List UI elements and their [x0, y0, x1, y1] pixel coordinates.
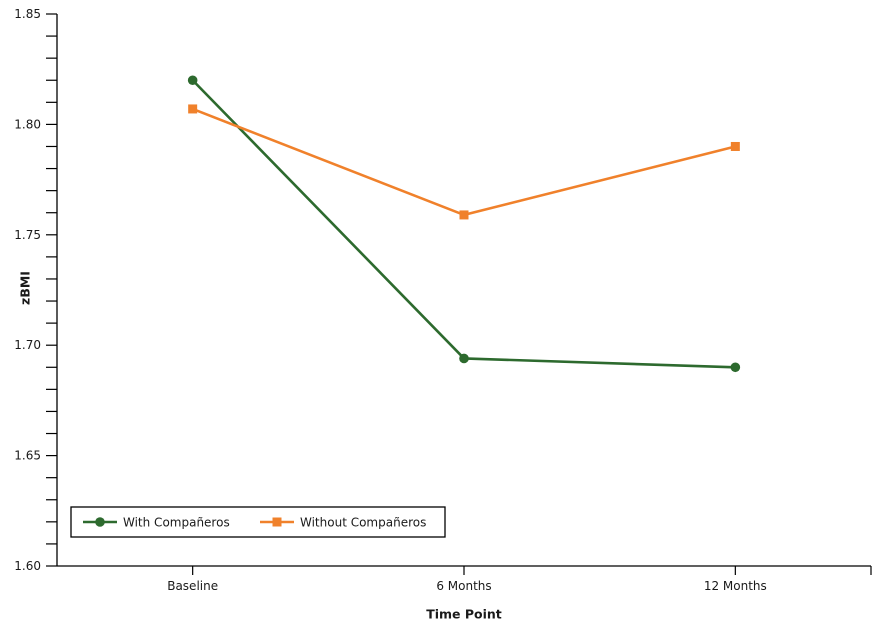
legend-marker-square-icon	[272, 517, 282, 527]
series-line-0	[191, 79, 736, 369]
data-point-circle	[459, 353, 469, 364]
legend-marker-circle-icon	[95, 517, 105, 527]
y-tick-label: 1.60	[14, 559, 41, 573]
legend-label: Without Compañeros	[300, 516, 426, 530]
y-tick-label: 1.75	[14, 228, 41, 242]
y-tick-label: 1.80	[14, 117, 41, 131]
x-tick-label: Baseline	[167, 579, 218, 593]
y-tick-label: 1.70	[14, 338, 41, 352]
data-point-circle	[187, 75, 198, 86]
legend-box	[70, 506, 446, 538]
data-point-circle	[730, 362, 741, 373]
data-point-square	[730, 141, 740, 151]
y-tick-label: 1.85	[14, 7, 41, 21]
x-axis-title: Time Point	[426, 606, 502, 622]
x-tick-label: 6 Months	[436, 579, 491, 593]
legend-label: With Compañeros	[123, 516, 230, 530]
y-tick-label: 1.65	[14, 449, 41, 463]
data-point-square	[188, 104, 198, 114]
data-point-square	[459, 210, 469, 220]
x-tick-label: 12 Months	[704, 579, 767, 593]
y-axis-title: zBMI	[17, 271, 33, 305]
